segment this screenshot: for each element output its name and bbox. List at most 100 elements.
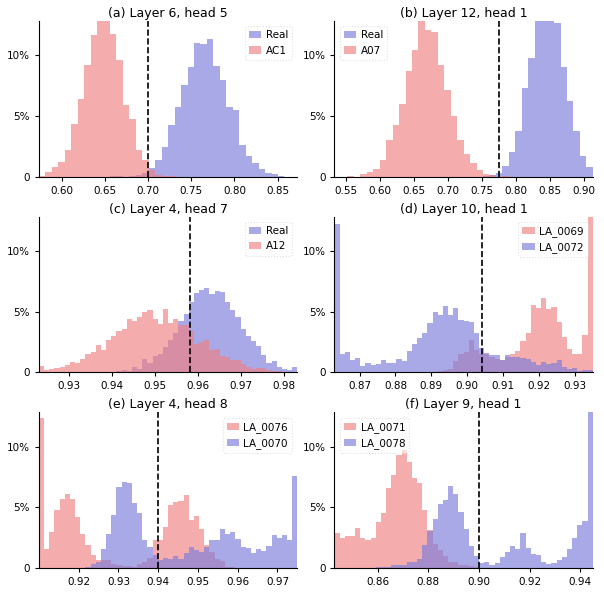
Bar — [386, 567, 391, 568]
Bar — [521, 358, 525, 372]
Bar — [261, 368, 266, 372]
Bar — [96, 560, 101, 568]
Bar — [189, 302, 194, 372]
Bar — [143, 160, 149, 176]
Bar — [557, 360, 562, 372]
Bar — [448, 315, 454, 372]
Bar — [391, 475, 396, 568]
Bar — [272, 535, 277, 568]
Bar — [567, 548, 572, 568]
Bar — [132, 368, 137, 372]
Bar — [214, 541, 220, 568]
Bar — [345, 536, 350, 568]
Bar — [391, 363, 396, 372]
Bar — [111, 336, 117, 372]
Bar — [272, 371, 277, 372]
Bar — [86, 567, 91, 568]
Bar — [168, 559, 173, 568]
Bar — [454, 361, 458, 372]
Title: (c) Layer 4, head 7: (c) Layer 4, head 7 — [109, 203, 228, 216]
Bar — [266, 546, 272, 568]
Bar — [380, 160, 386, 176]
Bar — [412, 478, 417, 568]
Bar — [572, 368, 577, 372]
Bar — [525, 548, 531, 568]
Bar — [163, 347, 168, 372]
Bar — [127, 371, 132, 372]
Bar — [335, 225, 339, 372]
Bar — [277, 366, 282, 372]
Bar — [371, 365, 376, 372]
Bar — [106, 340, 111, 372]
Bar — [189, 520, 194, 568]
Bar — [110, 34, 117, 176]
Bar — [272, 361, 277, 372]
Bar — [204, 546, 210, 568]
Bar — [451, 116, 457, 176]
Bar — [121, 482, 127, 568]
Bar — [577, 354, 582, 372]
Bar — [547, 564, 551, 568]
Bar — [54, 510, 60, 568]
Bar — [457, 140, 464, 176]
Bar — [428, 323, 432, 372]
Bar — [547, 309, 551, 372]
Bar — [163, 309, 168, 372]
Bar — [132, 503, 137, 568]
Bar — [132, 567, 137, 568]
Bar — [71, 124, 78, 176]
Bar — [117, 331, 121, 372]
Bar — [96, 345, 101, 372]
Bar — [339, 354, 345, 372]
Bar — [168, 125, 175, 176]
Bar — [86, 354, 91, 372]
Bar — [489, 175, 496, 176]
Bar — [399, 104, 405, 176]
Bar — [376, 364, 381, 372]
Bar — [240, 547, 246, 568]
Bar — [412, 563, 417, 568]
Bar — [239, 146, 246, 176]
Bar — [173, 319, 179, 372]
Bar — [458, 511, 464, 568]
Bar — [405, 71, 412, 176]
Bar — [477, 170, 483, 176]
Bar — [443, 307, 448, 372]
Bar — [101, 548, 106, 568]
Bar — [210, 541, 214, 568]
Bar — [162, 147, 168, 176]
Bar — [210, 294, 214, 372]
Bar — [496, 173, 503, 176]
Bar — [136, 150, 143, 176]
Bar — [168, 340, 173, 372]
Bar — [91, 352, 96, 372]
Bar — [422, 333, 428, 372]
Bar — [266, 369, 272, 372]
Bar — [213, 66, 220, 176]
Bar — [199, 342, 204, 372]
Bar — [60, 498, 65, 568]
Bar — [365, 363, 371, 372]
Bar — [181, 85, 187, 176]
Bar — [407, 462, 412, 568]
Bar — [261, 355, 266, 372]
Bar — [240, 328, 246, 372]
Bar — [588, 370, 593, 372]
Bar — [515, 131, 522, 176]
Bar — [464, 529, 469, 568]
Bar — [75, 362, 80, 372]
Bar — [458, 320, 464, 372]
Bar — [551, 364, 557, 372]
Bar — [469, 567, 474, 568]
Bar — [225, 567, 230, 568]
Bar — [407, 351, 412, 372]
Bar — [509, 151, 515, 176]
Bar — [121, 370, 127, 372]
Bar — [39, 418, 44, 568]
Bar — [443, 370, 448, 372]
Bar — [246, 336, 251, 372]
Bar — [580, 156, 586, 176]
Bar — [577, 371, 582, 372]
Bar — [464, 321, 469, 372]
Bar — [184, 554, 189, 568]
